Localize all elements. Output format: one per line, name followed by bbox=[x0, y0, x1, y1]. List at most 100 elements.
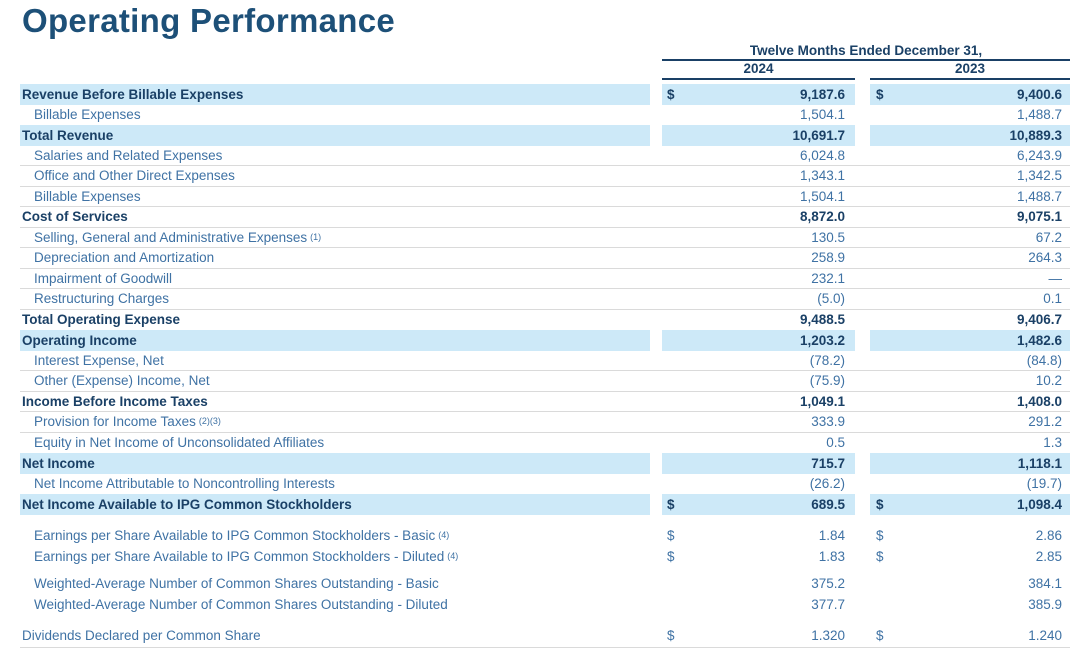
label-column-gap bbox=[650, 105, 662, 126]
column-gap bbox=[855, 84, 870, 105]
value-2024: 1,504.1 bbox=[799, 107, 845, 123]
label-column-gap bbox=[650, 392, 662, 412]
value-2024: 1,504.1 bbox=[799, 188, 845, 204]
row-label: Net Income Attributable to Noncontrollin… bbox=[34, 476, 335, 492]
value-cell-2023: 10.2 bbox=[870, 371, 1070, 391]
value-2023: 67.2 bbox=[1035, 229, 1062, 245]
row-label: Earnings per Share Available to IPG Comm… bbox=[34, 548, 459, 564]
value-cell-2024: 8,872.0 bbox=[662, 207, 855, 227]
value-cell-2023: 0.1 bbox=[870, 289, 1070, 309]
table-row: Provision for Income Taxes (2)(3) 333.9 2… bbox=[20, 412, 1070, 433]
label-column-gap bbox=[650, 546, 662, 567]
label-column-gap bbox=[650, 412, 662, 432]
table-row: Interest Expense, Net (78.2) (84.8) bbox=[20, 351, 1070, 371]
row-label: Office and Other Direct Expenses bbox=[34, 168, 235, 184]
value-cell-2024: 258.9 bbox=[662, 248, 855, 268]
value-2023: 9,400.6 bbox=[1016, 86, 1062, 102]
column-gap bbox=[855, 474, 870, 495]
table-row: Billable Expenses 1,504.1 1,488.7 bbox=[20, 105, 1070, 126]
label-column-gap bbox=[650, 433, 662, 454]
value-2024: 232.1 bbox=[811, 270, 845, 286]
page-title: Operating Performance bbox=[22, 2, 396, 39]
value-2024: 1.83 bbox=[818, 548, 845, 564]
value-cell-2024: $ 1.320 bbox=[662, 626, 855, 647]
column-gap bbox=[855, 248, 870, 268]
table-row: Weighted-Average Number of Common Shares… bbox=[20, 594, 1070, 615]
table-row: Operating Income 1,203.2 1,482.6 bbox=[20, 330, 1070, 351]
value-cell-2024: (5.0) bbox=[662, 289, 855, 309]
table-row: Net Income Attributable to Noncontrollin… bbox=[20, 474, 1070, 495]
column-gap bbox=[855, 433, 870, 454]
table-row: Cost of Services 8,872.0 9,075.1 bbox=[20, 207, 1070, 228]
value-2024: (26.2) bbox=[809, 476, 845, 492]
label-column-gap bbox=[650, 187, 662, 207]
label-column-gap bbox=[650, 289, 662, 309]
value-cell-2023: 264.3 bbox=[870, 248, 1070, 268]
label-column-gap bbox=[650, 166, 662, 186]
year-headers: 2024 2023 bbox=[662, 61, 1070, 80]
dollar-sign: $ bbox=[876, 496, 884, 512]
period-header: Twelve Months Ended December 31, bbox=[662, 43, 1070, 61]
row-label: Selling, General and Administrative Expe… bbox=[34, 229, 322, 245]
value-2024: (78.2) bbox=[809, 352, 845, 368]
column-gap bbox=[855, 61, 870, 80]
value-cell-2023: 1,118.1 bbox=[870, 453, 1070, 474]
value-2023: 9,075.1 bbox=[1016, 209, 1062, 225]
value-cell-2024: 10,691.7 bbox=[662, 125, 855, 146]
table-row: Impairment of Goodwill 232.1 — bbox=[20, 269, 1070, 289]
value-cell-2023: 9,406.7 bbox=[870, 310, 1070, 331]
value-cell-2024: (75.9) bbox=[662, 371, 855, 391]
label-column-gap bbox=[650, 351, 662, 371]
value-cell-2024: 377.7 bbox=[662, 594, 855, 615]
row-label: Billable Expenses bbox=[34, 107, 141, 123]
table-row: Weighted-Average Number of Common Shares… bbox=[20, 574, 1070, 595]
dollar-sign: $ bbox=[667, 528, 675, 544]
value-2023: 1,408.0 bbox=[1016, 393, 1062, 409]
value-2024: 8,872.0 bbox=[799, 209, 845, 225]
column-gap bbox=[855, 412, 870, 432]
table-row: Net Income Available to IPG Common Stock… bbox=[20, 494, 1070, 515]
value-cell-2023: $ 1.240 bbox=[870, 626, 1070, 647]
dollar-sign: $ bbox=[876, 548, 884, 564]
value-cell-2023: 1,488.7 bbox=[870, 187, 1070, 207]
label-column-gap bbox=[650, 626, 662, 647]
dollar-sign: $ bbox=[667, 548, 675, 564]
row-label: Income Before Income Taxes bbox=[22, 393, 208, 409]
row-label: Earnings per Share Available to IPG Comm… bbox=[34, 528, 450, 544]
value-2023: (84.8) bbox=[1026, 352, 1062, 368]
table-row: Office and Other Direct Expenses 1,343.1… bbox=[20, 166, 1070, 187]
value-2024: 1,049.1 bbox=[799, 393, 845, 409]
table-row: Equity in Net Income of Unconsolidated A… bbox=[20, 433, 1070, 454]
value-2023: 1,342.5 bbox=[1016, 168, 1062, 184]
value-cell-2024: 9,488.5 bbox=[662, 310, 855, 331]
table-row: Revenue Before Billable Expenses $ 9,187… bbox=[20, 84, 1070, 105]
label-column-gap bbox=[650, 228, 662, 248]
label-column-gap bbox=[650, 146, 662, 166]
value-cell-2024: 715.7 bbox=[662, 453, 855, 474]
footnote-marker: (2)(3) bbox=[198, 416, 221, 427]
value-cell-2023: 1,488.7 bbox=[870, 105, 1070, 126]
dollar-sign: $ bbox=[876, 528, 884, 544]
value-2024: 1.320 bbox=[811, 628, 845, 644]
row-label: Provision for Income Taxes (2)(3) bbox=[34, 414, 221, 430]
table-row: Total Operating Expense 9,488.5 9,406.7 bbox=[20, 310, 1070, 331]
value-2023: (19.7) bbox=[1026, 476, 1062, 492]
value-2023: 291.2 bbox=[1028, 414, 1062, 430]
row-label: Other (Expense) Income, Net bbox=[34, 373, 210, 389]
value-cell-2023: 9,075.1 bbox=[870, 207, 1070, 227]
row-label: Dividends Declared per Common Share bbox=[22, 628, 261, 644]
row-label: Interest Expense, Net bbox=[34, 352, 164, 368]
footnote-marker: (4) bbox=[438, 530, 450, 541]
value-cell-2023: $ 2.86 bbox=[870, 526, 1070, 547]
label-column-gap bbox=[650, 207, 662, 227]
column-gap bbox=[855, 187, 870, 207]
table-bottom-rule bbox=[20, 647, 1070, 648]
column-gap bbox=[855, 207, 870, 227]
dollar-sign: $ bbox=[667, 628, 675, 644]
value-cell-2023: 10,889.3 bbox=[870, 125, 1070, 146]
label-column-gap bbox=[650, 494, 662, 515]
value-2023: 1,098.4 bbox=[1016, 496, 1062, 512]
value-cell-2024: $ 1.84 bbox=[662, 526, 855, 547]
column-header-2023: 2023 bbox=[870, 61, 1070, 80]
